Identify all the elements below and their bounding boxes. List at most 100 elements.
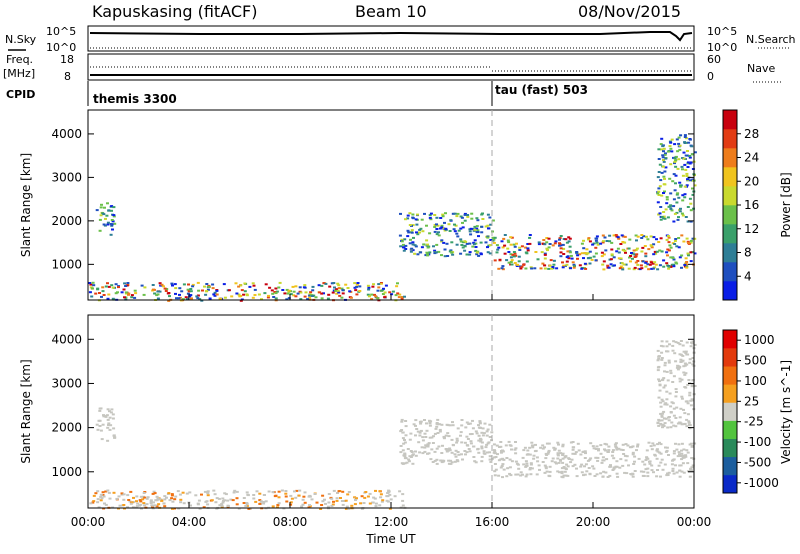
echo-cell [685, 363, 689, 366]
echo-cell [688, 162, 692, 165]
echo-cell [415, 428, 419, 430]
echo-cell [624, 459, 628, 462]
echo-cell [628, 256, 631, 259]
echo-cell [586, 257, 590, 260]
echo-cell [509, 256, 513, 259]
echo-cell [678, 475, 682, 478]
echo-cell [163, 287, 167, 290]
echo-cell [677, 237, 681, 239]
echo-cell [108, 410, 111, 413]
echo-cell [633, 470, 637, 472]
echo-cell [308, 293, 312, 296]
echo-cell [683, 142, 687, 144]
echo-cell [689, 241, 693, 244]
echo-cell [565, 463, 569, 466]
echo-cell [544, 467, 548, 470]
echo-cell [487, 227, 490, 230]
echo-cell [430, 448, 434, 451]
echo-cell [575, 252, 579, 255]
echo-cell [446, 448, 450, 451]
echo-cell [663, 153, 667, 156]
echo-cell [444, 212, 447, 215]
echo-cell [492, 443, 496, 446]
echo-cell [99, 206, 103, 209]
echo-cell [662, 410, 666, 413]
echo-cell [682, 157, 686, 160]
y-tick-label: 3000 [51, 170, 82, 184]
echo-cell [484, 446, 488, 449]
echo-cell [574, 451, 578, 454]
echo-cell [661, 468, 665, 471]
echo-cell [437, 231, 440, 234]
echo-cell [455, 243, 459, 246]
echo-cell [327, 293, 331, 296]
echo-cell [602, 240, 605, 243]
echo-cell [465, 421, 469, 424]
echo-cell [566, 250, 570, 253]
echo-cell [425, 239, 429, 242]
echo-region [399, 418, 494, 465]
x-tick-label: 08:00 [273, 515, 308, 529]
echo-cell [481, 434, 485, 437]
echo-cell [564, 474, 568, 477]
echo-cell [639, 264, 643, 267]
echo-cell [410, 229, 414, 232]
echo-cell [406, 448, 410, 450]
echo-cell [665, 340, 669, 343]
echo-cell [277, 286, 281, 289]
echo-cell [496, 453, 499, 456]
echo-cell [680, 452, 684, 455]
echo-cell [317, 284, 321, 287]
echo-cell [521, 473, 524, 476]
echo-cell [416, 233, 420, 236]
echo-cell [102, 495, 106, 498]
echo-cell [237, 507, 241, 510]
nsky-frame [87, 25, 695, 52]
echo-cell [519, 474, 523, 477]
echo-cell [165, 496, 168, 499]
echo-cell [274, 291, 278, 294]
echo-cell [601, 234, 605, 237]
echo-cell [267, 490, 271, 493]
echo-cell [427, 442, 431, 445]
echo-cell [649, 235, 653, 238]
echo-cell [418, 228, 422, 231]
echo-cell [460, 453, 463, 456]
echo-cell [451, 253, 455, 256]
echo-cell [452, 444, 455, 447]
echo-cell [641, 246, 645, 249]
echo-cell [429, 420, 433, 423]
echo-cell [438, 430, 442, 433]
echo-cell [530, 467, 534, 470]
echo-cell [523, 446, 527, 449]
echo-cell [91, 287, 94, 290]
echo-cell [146, 496, 150, 499]
echo-cell [470, 217, 474, 220]
echo-cell [507, 251, 511, 253]
echo-cell [660, 419, 664, 422]
echo-cell [114, 292, 118, 295]
echo-cell [657, 190, 661, 193]
echo-cell [106, 223, 110, 226]
echo-cell [674, 182, 677, 185]
nave-line [90, 66, 692, 72]
echo-cell [684, 454, 688, 457]
echo-cell [206, 503, 210, 506]
echo-cell [403, 457, 407, 460]
echo-cell [285, 500, 289, 503]
echo-cell [517, 255, 521, 258]
echo-cell [681, 168, 684, 171]
echo-cell [145, 503, 149, 506]
echo-cell [662, 265, 666, 268]
echo-cell [635, 253, 639, 256]
echo-cell [624, 263, 628, 266]
echo-cell [634, 261, 638, 264]
echo-cell [667, 267, 671, 270]
echo-cell [253, 294, 257, 296]
echo-cell [648, 460, 652, 463]
echo-cell [399, 451, 403, 454]
echo-cell [143, 496, 147, 499]
echo-cell [132, 496, 135, 499]
echo-cell [570, 257, 574, 260]
echo-cell [151, 504, 155, 507]
